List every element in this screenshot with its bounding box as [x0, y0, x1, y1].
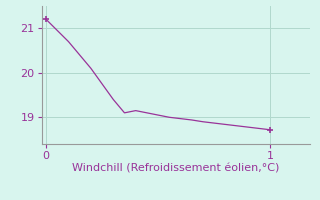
X-axis label: Windchill (Refroidissement éolien,°C): Windchill (Refroidissement éolien,°C)	[72, 164, 280, 174]
